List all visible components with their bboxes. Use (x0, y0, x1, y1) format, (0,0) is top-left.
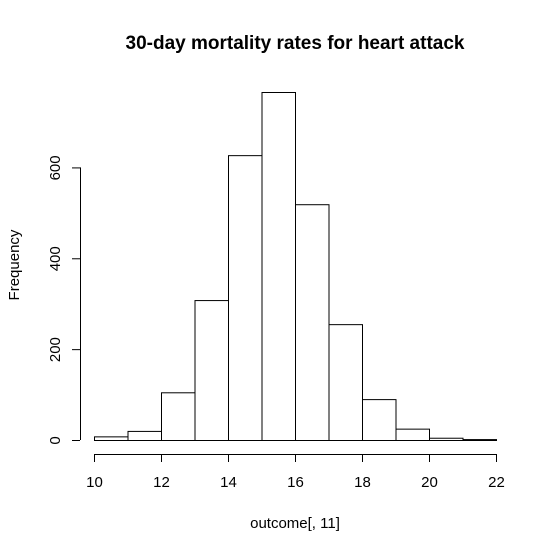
chart-title: 30-day mortality rates for heart attack (126, 33, 465, 54)
x-tick-label: 18 (354, 474, 371, 491)
histogram-bar-8 (362, 399, 397, 442)
y-tick-label: 400 (47, 246, 64, 271)
histogram-bar-10 (429, 437, 464, 441)
x-tick-label: 10 (86, 474, 103, 491)
histogram-bar-6 (295, 204, 330, 441)
x-tick-label: 14 (220, 474, 237, 491)
x-tick-label: 16 (287, 474, 304, 491)
histogram-bar-7 (328, 324, 363, 441)
y-tick-label: 600 (47, 155, 64, 180)
histogram-bar-11 (462, 439, 497, 441)
histogram-bar-4 (228, 155, 263, 441)
histogram-bar-3 (194, 300, 229, 442)
histogram-bar-1 (127, 430, 162, 442)
histogram-bar-0 (94, 436, 129, 442)
x-axis-label: outcome[, 11] (250, 515, 340, 532)
y-tick-label: 200 (47, 337, 64, 362)
x-tick-label: 22 (488, 474, 505, 491)
histogram-bar-5 (261, 92, 296, 441)
x-axis: 10 12 14 16 18 20 22 (86, 454, 505, 491)
x-tick-label: 20 (421, 474, 438, 491)
y-axis-label: Frequency (6, 229, 23, 300)
bars-group (94, 92, 497, 442)
histogram-bar-2 (161, 392, 196, 441)
y-axis: 0 200 400 600 (47, 155, 81, 445)
y-tick-label: 0 (47, 436, 64, 444)
x-tick-label: 12 (153, 474, 170, 491)
histogram-bar-9 (395, 428, 430, 442)
